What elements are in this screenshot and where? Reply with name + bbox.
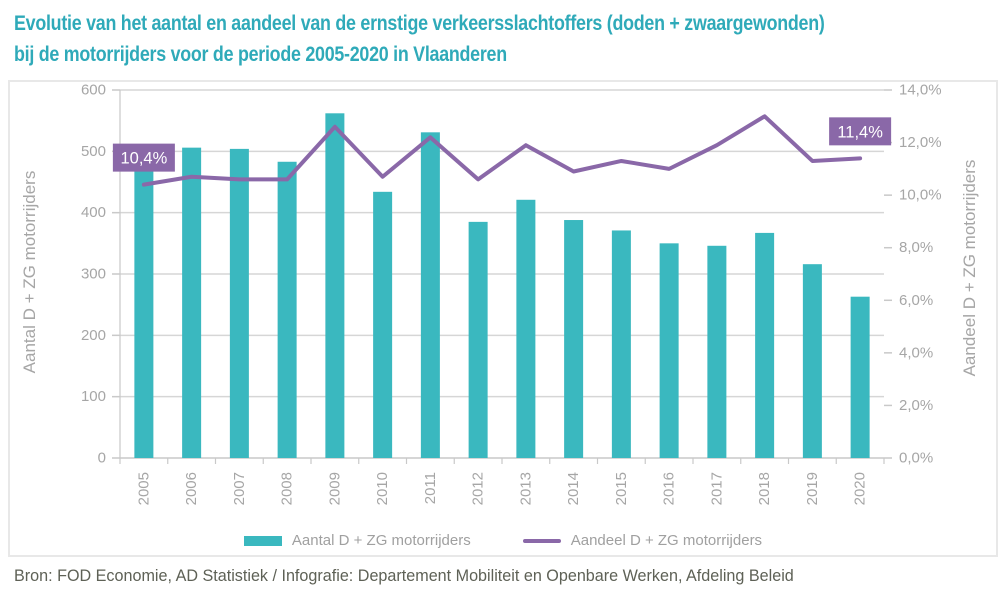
- x-label-2014: 2014: [565, 472, 582, 505]
- x-label-2008: 2008: [279, 472, 296, 505]
- bar-2011: [420, 132, 440, 458]
- legend-label-aantal: Aantal D + ZG motorrijders: [291, 532, 471, 549]
- legend-item-aantal: Aantal D + ZG motorrijders: [243, 532, 471, 549]
- left-tick-label-200: 200: [81, 327, 106, 344]
- legend-item-aandeel: Aandeel D + ZG motorrijders: [522, 532, 763, 549]
- source-text: Bron: FOD Economie, AD Statistiek / Info…: [14, 566, 794, 585]
- x-label-2012: 2012: [470, 472, 487, 505]
- bar-2010: [373, 191, 393, 458]
- x-label-2007: 2007: [231, 472, 248, 505]
- right-tick-label-6,0%: 6,0%: [899, 292, 933, 309]
- bar-2016: [659, 243, 679, 458]
- right-tick-label-10,0%: 10,0%: [899, 187, 942, 204]
- x-label-2011: 2011: [422, 472, 439, 504]
- x-label-2013: 2013: [517, 472, 534, 505]
- chart-title-line1: Evolutie van het aantal en aandeel van d…: [14, 12, 825, 35]
- bar-2005: [134, 151, 154, 458]
- line-aandeel: [141, 114, 863, 187]
- x-label-2006: 2006: [183, 472, 200, 505]
- x-label-2009: 2009: [326, 472, 343, 505]
- bar-2006: [182, 147, 202, 459]
- left-tick-label-300: 300: [81, 266, 106, 283]
- right-tick-label-0,0%: 0,0%: [899, 450, 933, 467]
- right-tick-label-14,0%: 14,0%: [899, 82, 942, 99]
- chart-legend: Aantal D + ZG motorrijders Aandeel D + Z…: [10, 532, 996, 549]
- bar-2012: [468, 221, 488, 458]
- x-label-2015: 2015: [613, 472, 630, 505]
- right-tick-label-12,0%: 12,0%: [899, 134, 942, 151]
- line-series-swatch-icon: [522, 538, 561, 543]
- bar-2015: [611, 230, 631, 458]
- bar-2018: [755, 232, 775, 458]
- chart-title-line2: bij de motorrijders voor de periode 2005…: [14, 43, 507, 66]
- left-tick-label-500: 500: [81, 143, 106, 160]
- callout-box-2005: [112, 143, 175, 172]
- right-tick-label-2,0%: 2,0%: [899, 397, 933, 414]
- left-tick-label-0: 0: [98, 450, 106, 467]
- right-axis-title: Aandeel D + ZG motorrijders: [960, 159, 979, 377]
- x-label-2020: 2020: [852, 472, 869, 505]
- right-tick-label-8,0%: 8,0%: [899, 239, 933, 256]
- x-label-2016: 2016: [661, 472, 678, 505]
- bar-series-swatch-icon: [243, 535, 282, 546]
- chart-plot: 0 100 200 300 400 500 600 0,0% 2,0% 4,0% 6,0% 8,0% 1…: [81, 82, 942, 505]
- x-label-2017: 2017: [708, 472, 725, 505]
- bar-2020: [850, 296, 870, 458]
- callout-label-2020: 11,4%: [837, 123, 883, 141]
- left-tick-label-100: 100: [81, 388, 106, 405]
- bar-2009: [325, 113, 345, 458]
- right-tick-label-4,0%: 4,0%: [899, 344, 933, 361]
- chart-title: Evolutie van het aantal en aandeel van d…: [14, 8, 859, 70]
- x-label-2018: 2018: [756, 472, 773, 505]
- callout-box-2020: [829, 117, 892, 146]
- bar-2019: [802, 264, 822, 458]
- x-label-2019: 2019: [804, 472, 821, 505]
- left-tick-label-600: 600: [81, 82, 106, 99]
- bar-2008: [277, 161, 297, 458]
- x-label-2010: 2010: [374, 472, 391, 505]
- bar-2017: [707, 245, 727, 458]
- left-axis-title: Aantal D + ZG motorrijders: [20, 170, 39, 374]
- bar-2013: [516, 199, 536, 458]
- bar-2007: [229, 148, 249, 458]
- callout-label-2005: 10,4%: [120, 150, 167, 168]
- chart-frame: 0 100 200 300 400 500 600 0,0% 2,0% 4,0% 6,0% 8,0% 1…: [8, 80, 998, 557]
- left-tick-label-400: 400: [81, 204, 106, 221]
- bar-2014: [564, 220, 584, 458]
- legend-label-aandeel: Aandeel D + ZG motorrijders: [570, 532, 763, 549]
- x-label-2005: 2005: [135, 472, 152, 505]
